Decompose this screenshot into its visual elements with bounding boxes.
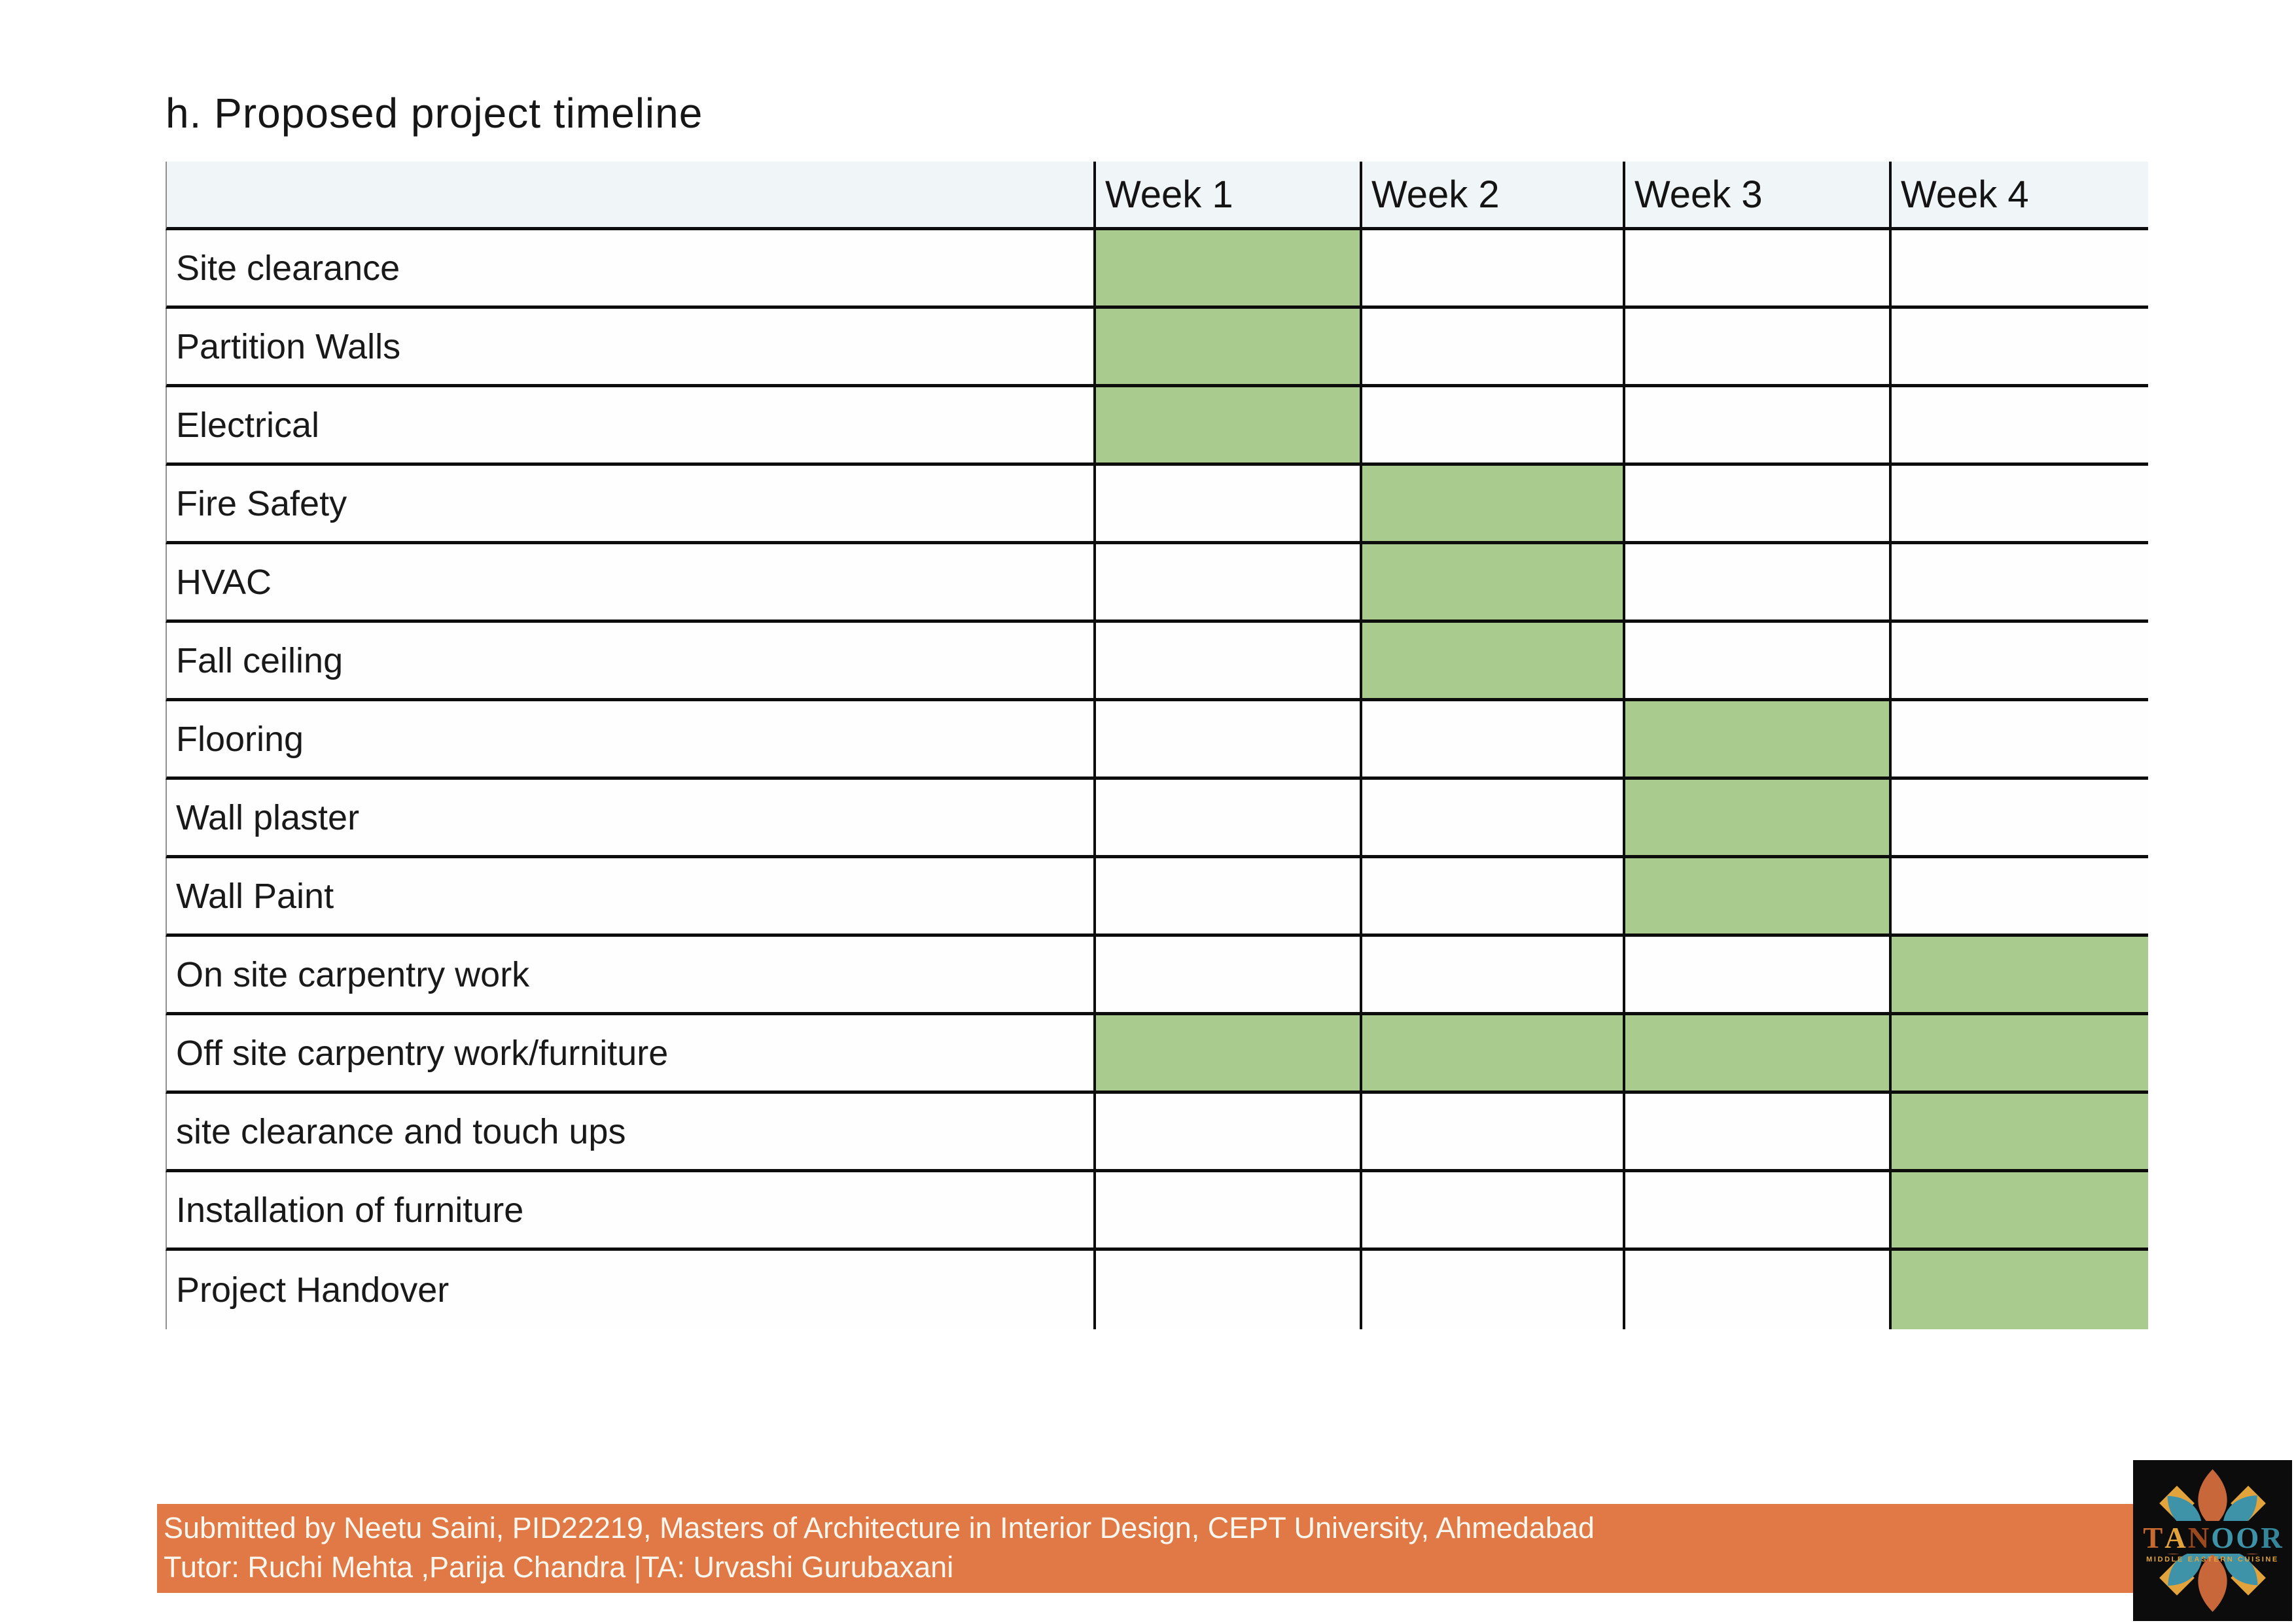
gantt-cell-week-3 <box>1623 1015 1889 1094</box>
gantt-cell-week-4 <box>1889 623 2148 701</box>
gantt-cell-week-3 <box>1623 544 1889 623</box>
gantt-cell-week-2 <box>1360 387 1623 466</box>
gantt-header-week-1: Week 1 <box>1093 162 1360 230</box>
gantt-cell-week-4 <box>1889 858 2148 937</box>
footer-credit-bar: Submitted by Neetu Saini, PID22219, Mast… <box>157 1504 2133 1593</box>
page-title: h. Proposed project timeline <box>166 90 703 137</box>
gantt-cell-week-3 <box>1623 937 1889 1015</box>
gantt-cell-week-2 <box>1360 1172 1623 1251</box>
task-label: Installation of furniture <box>166 1172 1093 1251</box>
task-label: HVAC <box>166 544 1093 623</box>
gantt-cell-week-1 <box>1093 544 1360 623</box>
gantt-cell-week-3 <box>1623 466 1889 544</box>
gantt-header-week-4: Week 4 <box>1889 162 2148 230</box>
gantt-cell-week-1 <box>1093 1015 1360 1094</box>
gantt-header-week-3: Week 3 <box>1623 162 1889 230</box>
gantt-cell-week-2 <box>1360 1251 1623 1329</box>
tanoor-mandala-icon <box>2133 1460 2292 1621</box>
gantt-cell-week-2 <box>1360 623 1623 701</box>
brand-letter: A <box>2164 1522 2186 1554</box>
gantt-cell-week-2 <box>1360 858 1623 937</box>
tanoor-tagline: MIDDLE EASTERN CUISINE <box>2146 1556 2279 1563</box>
gantt-cell-week-1 <box>1093 1251 1360 1329</box>
task-label: Flooring <box>166 701 1093 780</box>
footer-line-2: Tutor: Ruchi Mehta ,Parija Chandra |TA: … <box>164 1550 954 1584</box>
gantt-cell-week-4 <box>1889 1172 2148 1251</box>
brand-letter: T <box>2143 1522 2163 1554</box>
gantt-cell-week-2 <box>1360 780 1623 858</box>
brand-letter: O <box>2211 1522 2234 1554</box>
gantt-cell-week-4 <box>1889 937 2148 1015</box>
gantt-cell-week-3 <box>1623 230 1889 309</box>
gantt-cell-week-2 <box>1360 1094 1623 1172</box>
brand-letter: O <box>2236 1522 2259 1554</box>
gantt-cell-week-4 <box>1889 544 2148 623</box>
gantt-cell-week-3 <box>1623 1094 1889 1172</box>
gantt-cell-week-3 <box>1623 309 1889 387</box>
gantt-cell-week-1 <box>1093 780 1360 858</box>
gantt-cell-week-4 <box>1889 1015 2148 1094</box>
gantt-cell-week-1 <box>1093 1094 1360 1172</box>
task-label: Site clearance <box>166 230 1093 309</box>
task-label: On site carpentry work <box>166 937 1093 1015</box>
task-label: Project Handover <box>166 1251 1093 1329</box>
gantt-cell-week-4 <box>1889 701 2148 780</box>
task-label: Partition Walls <box>166 309 1093 387</box>
gantt-cell-week-3 <box>1623 1251 1889 1329</box>
task-label: Wall plaster <box>166 780 1093 858</box>
gantt-table: Week 1 Week 2 Week 3 Week 4 Site clearance Pa… <box>166 162 2148 1329</box>
gantt-header-task-cell <box>166 162 1093 230</box>
gantt-cell-week-1 <box>1093 309 1360 387</box>
gantt-cell-week-3 <box>1623 1172 1889 1251</box>
gantt-cell-week-2 <box>1360 544 1623 623</box>
gantt-cell-week-3 <box>1623 387 1889 466</box>
gantt-cell-week-3 <box>1623 858 1889 937</box>
gantt-cell-week-3 <box>1623 780 1889 858</box>
task-label: Fall ceiling <box>166 623 1093 701</box>
gantt-cell-week-4 <box>1889 1251 2148 1329</box>
gantt-cell-week-4 <box>1889 309 2148 387</box>
task-label: Electrical <box>166 387 1093 466</box>
brand-letter: N <box>2187 1522 2210 1554</box>
gantt-cell-week-4 <box>1889 387 2148 466</box>
gantt-cell-week-4 <box>1889 1094 2148 1172</box>
gantt-cell-week-2 <box>1360 701 1623 780</box>
task-label: site clearance and touch ups <box>166 1094 1093 1172</box>
task-label: Off site carpentry work/furniture <box>166 1015 1093 1094</box>
gantt-cell-week-1 <box>1093 701 1360 780</box>
gantt-cell-week-3 <box>1623 701 1889 780</box>
gantt-cell-week-1 <box>1093 230 1360 309</box>
task-label: Wall Paint <box>166 858 1093 937</box>
gantt-cell-week-4 <box>1889 780 2148 858</box>
brand-letter: R <box>2261 1522 2282 1554</box>
gantt-cell-week-1 <box>1093 858 1360 937</box>
task-label: Fire Safety <box>166 466 1093 544</box>
gantt-cell-week-2 <box>1360 466 1623 544</box>
gantt-cell-week-2 <box>1360 230 1623 309</box>
footer-line-1: Submitted by Neetu Saini, PID22219, Mast… <box>164 1511 1595 1544</box>
gantt-cell-week-1 <box>1093 937 1360 1015</box>
gantt-cell-week-1 <box>1093 387 1360 466</box>
gantt-header-week-2: Week 2 <box>1360 162 1623 230</box>
gantt-cell-week-4 <box>1889 466 2148 544</box>
gantt-cell-week-1 <box>1093 623 1360 701</box>
gantt-cell-week-4 <box>1889 230 2148 309</box>
gantt-cell-week-1 <box>1093 1172 1360 1251</box>
gantt-cell-week-2 <box>1360 1015 1623 1094</box>
gantt-cell-week-3 <box>1623 623 1889 701</box>
gantt-cell-week-2 <box>1360 937 1623 1015</box>
gantt-cell-week-2 <box>1360 309 1623 387</box>
gantt-cell-week-1 <box>1093 466 1360 544</box>
